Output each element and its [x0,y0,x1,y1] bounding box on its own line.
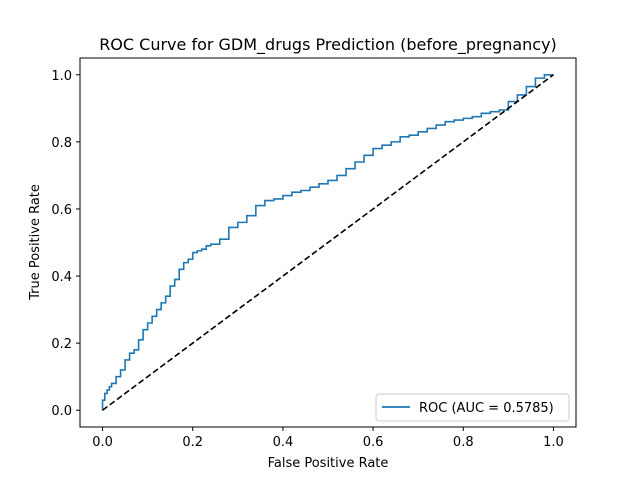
legend: ROC (AUC = 0.5785) [375,393,570,422]
x-tick-label: 0.2 [182,435,203,450]
x-axis-label: False Positive Rate [268,456,389,471]
y-axis-label: True Positive Rate [28,184,43,301]
y-tick-label: 0.0 [51,404,72,419]
y-tick-label: 0.8 [51,136,72,151]
y-tick-label: 0.4 [51,270,72,285]
y-axis-ticks: 0.0 0.2 0.4 0.6 0.8 1.0 [51,69,80,419]
y-tick-label: 0.2 [51,337,72,352]
plot-frame [79,57,577,428]
x-tick-label: 0.4 [273,435,294,450]
series-layer [101,73,554,411]
x-tick-label: 0.0 [92,435,113,450]
chart-title: ROC Curve for GDM_drugs Prediction (befo… [99,35,557,55]
y-tick-label: 1.0 [51,69,72,84]
y-tick-label: 0.6 [51,203,72,218]
x-tick-label: 0.8 [453,435,474,450]
x-tick-label: 1.0 [543,435,564,450]
roc-curve-line [101,73,554,411]
chance-diagonal-line [102,74,554,411]
legend-box [375,393,570,422]
legend-label-roc: ROC (AUC = 0.5785) [419,401,554,416]
x-tick-label: 0.6 [363,435,384,450]
x-axis-ticks: 0.0 0.2 0.4 0.6 0.8 1.0 [92,427,564,450]
